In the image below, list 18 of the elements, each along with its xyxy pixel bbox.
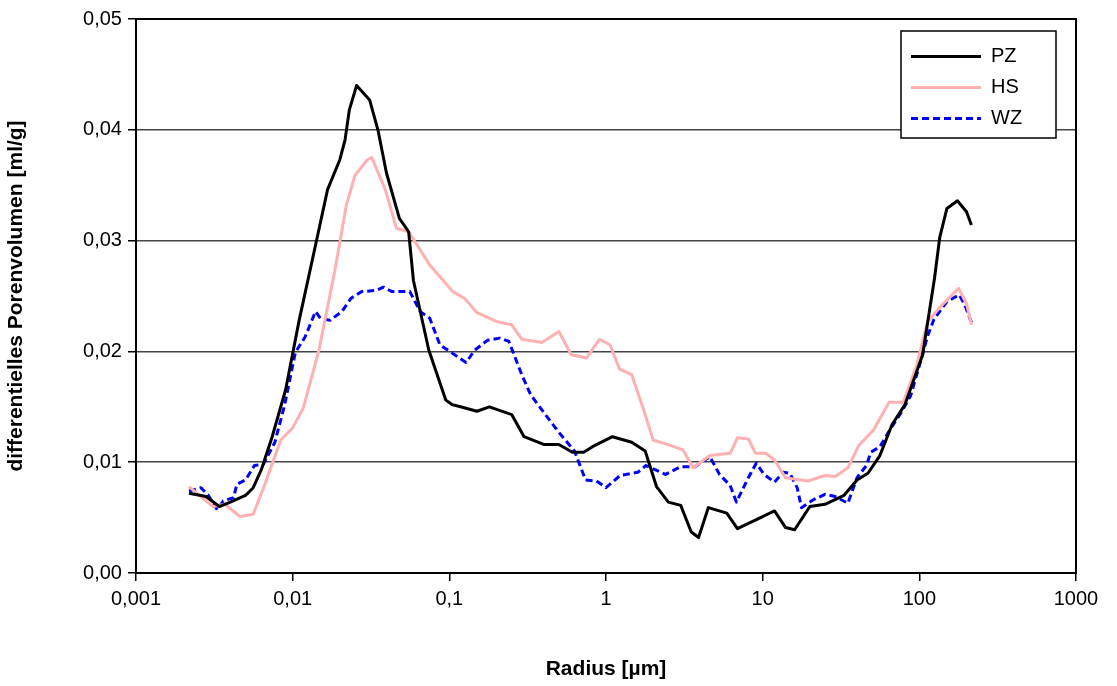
x-tick-label: 0,001 xyxy=(110,586,162,609)
x-tick-label: 1 xyxy=(600,586,612,609)
y-tick-label: 0,04 xyxy=(83,117,122,140)
y-tick-label: 0,00 xyxy=(83,560,122,583)
x-axis-title: Radius [µm] xyxy=(545,656,667,680)
legend-label: HS xyxy=(991,75,1019,98)
y-tick-label: 0,05 xyxy=(83,6,122,29)
x-tick-label: 10 xyxy=(751,586,774,609)
x-tick-label: 1000 xyxy=(1053,586,1099,609)
y-axis-title: differentielles Porenvolumen [ml/g] xyxy=(3,120,27,472)
x-tick-label: 0,1 xyxy=(435,586,464,609)
y-tick-label: 0,03 xyxy=(83,228,122,251)
legend-label: PZ xyxy=(991,44,1017,67)
y-tick-label: 0,01 xyxy=(83,449,122,472)
x-tick-label: 0,01 xyxy=(273,586,313,609)
legend-label: WZ xyxy=(991,106,1023,129)
x-tick-label: 100 xyxy=(902,586,937,609)
y-tick-label: 0,02 xyxy=(83,338,122,361)
